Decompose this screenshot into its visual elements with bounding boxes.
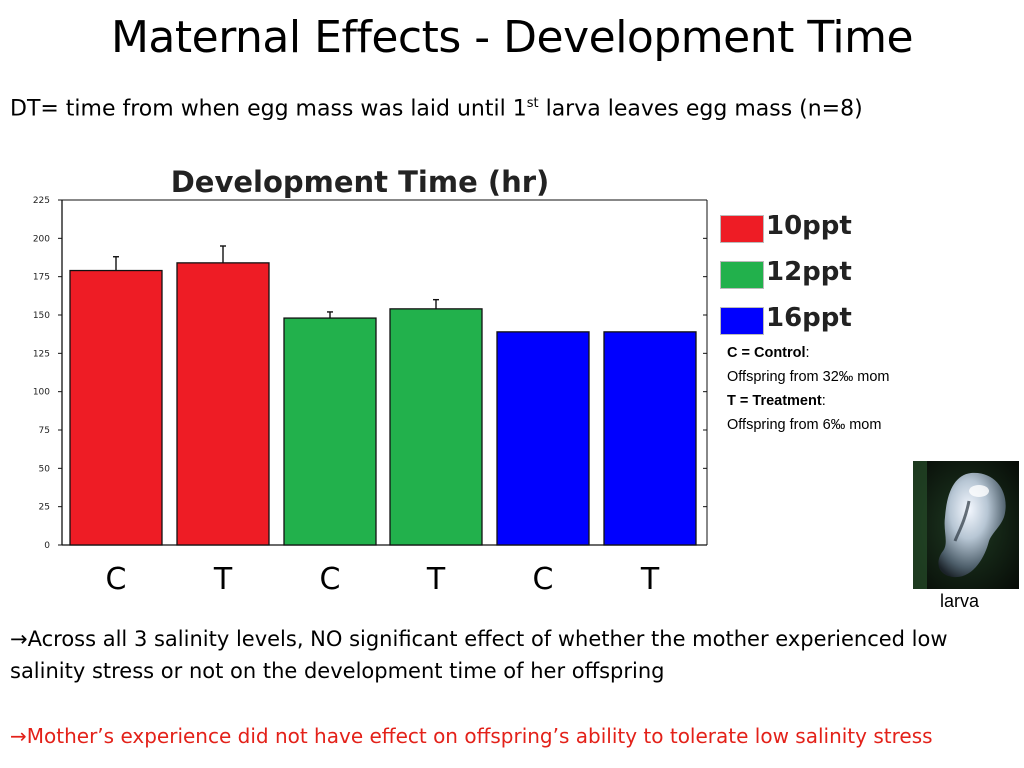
y-tick-label: 50 (39, 464, 51, 474)
dt-definition: DT= time from when egg mass was laid unt… (10, 96, 1020, 121)
slide-title: Maternal Effects - Development Time (110, 12, 914, 63)
bar-10ppt-T (176, 262, 270, 546)
y-tick-label: 25 (39, 503, 50, 513)
y-tick-label: 125 (33, 349, 50, 359)
legend-swatch-10ppt (720, 215, 764, 243)
conclusion-maternal-text: Mother’s experience did not have effect … (26, 724, 933, 748)
y-tick-label: 75 (39, 426, 50, 436)
larva-caption: larva (940, 591, 980, 611)
x-tick-label: T (640, 562, 660, 597)
arrow-icon-red: → (10, 724, 27, 748)
legend-label-10ppt: 10ppt (766, 211, 852, 241)
legend-item-12ppt: 12ppt (718, 257, 878, 289)
conclusion-no-effect-text: Across all 3 salinity levels, NO signifi… (10, 627, 948, 683)
definition-text-post: larva leaves egg mass (n=8) (538, 96, 863, 122)
control-label: C = Control (727, 345, 806, 361)
bar-16ppt-C (496, 331, 590, 546)
x-tick-label: C (106, 562, 127, 597)
legend-label-16ppt: 16ppt (766, 303, 852, 333)
y-axis-ticks: 0 25 50 75 100 125 150 175 200 225 (33, 196, 707, 551)
bar-12ppt-T (389, 308, 483, 546)
x-tick-label: C (320, 562, 341, 597)
legend-swatch-16ppt (720, 307, 764, 335)
y-tick-label: 0 (44, 541, 50, 551)
x-tick-label: T (426, 562, 446, 597)
y-tick-label: 225 (33, 196, 50, 206)
definition-superscript: st (526, 96, 539, 111)
treatment-description: Offspring from 6‰ mom (727, 417, 882, 433)
definition-text-pre: DT= time from when egg mass was laid unt… (10, 96, 527, 122)
y-tick-label: 200 (33, 234, 50, 244)
bar-12ppt-C (283, 317, 377, 546)
control-note: C = Control: (727, 345, 810, 361)
arrow-icon: → (10, 627, 28, 651)
development-time-chart: Development Time (hr) 0 25 50 75 100 125 150 17… (33, 165, 708, 597)
y-tick-label: 150 (33, 311, 50, 321)
conclusion-no-effect: →Across all 3 salinity levels, NO signif… (10, 623, 1015, 687)
treatment-label: T = Treatment (727, 393, 822, 409)
treatment-note: T = Treatment: (727, 393, 826, 409)
x-tick-label: T (213, 562, 233, 597)
chart-title: Development Time (hr) (171, 165, 550, 199)
bar-10ppt-C (69, 269, 163, 546)
bars-group (69, 245, 697, 546)
legend-label-12ppt: 12ppt (766, 257, 852, 287)
control-description: Offspring from 32‰ mom (727, 369, 890, 385)
legend-notes: C = Control: Offspring from 32‰ mom T = … (727, 341, 890, 437)
y-tick-label: 100 (33, 388, 50, 398)
x-tick-label: C (533, 562, 554, 597)
conclusion-maternal-experience: →Mother’s experience did not have effect… (10, 724, 1015, 748)
y-tick-label: 175 (33, 273, 50, 283)
larva-photo (913, 461, 1019, 589)
bar-16ppt-T (603, 331, 697, 546)
legend-swatch-12ppt (720, 261, 764, 289)
legend-item-10ppt: 10ppt (718, 211, 878, 243)
legend-item-16ppt: 16ppt (718, 303, 878, 335)
